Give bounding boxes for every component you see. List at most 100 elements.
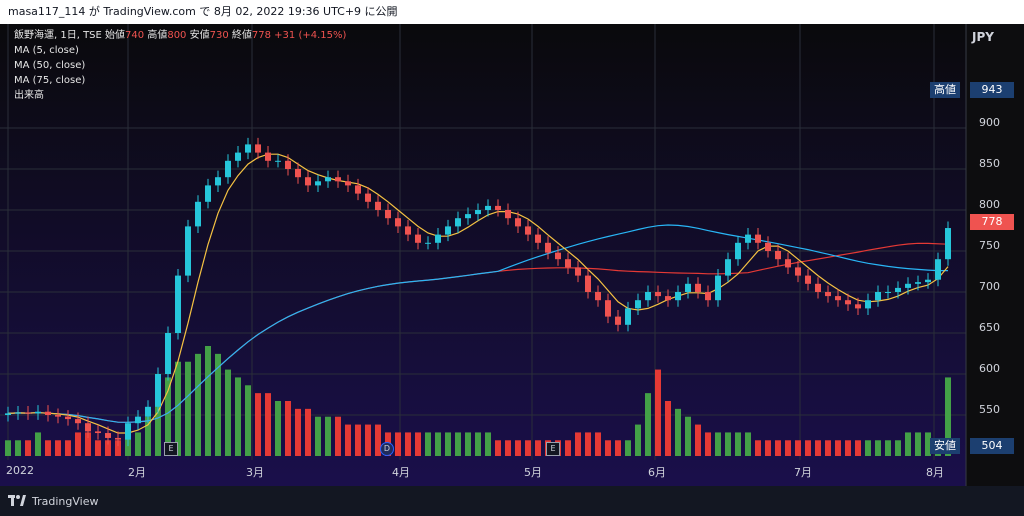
volume-bar: [875, 440, 881, 456]
volume-bar: [795, 440, 801, 456]
volume-bar: [775, 440, 781, 456]
candle-body: [365, 193, 371, 202]
volume-bar: [265, 393, 271, 456]
high-tag-label: 高値: [930, 82, 960, 98]
candle-body: [325, 177, 331, 182]
volume-bar: [335, 416, 341, 456]
candle-body: [895, 287, 901, 292]
candle-body: [825, 292, 831, 297]
candle-body: [545, 242, 551, 253]
volume-bar: [205, 346, 211, 456]
y-tick-800: 800: [979, 198, 1000, 211]
candle-body: [675, 292, 681, 301]
high-label: 高値: [147, 30, 168, 41]
ma5-legend[interactable]: MA (5, close): [14, 45, 79, 56]
candle-body: [305, 177, 311, 186]
y-tick-850: 850: [979, 157, 1000, 170]
volume-bar: [425, 432, 431, 456]
candle-body: [735, 242, 741, 260]
last-price-tag: 778: [970, 214, 1014, 230]
ma50-legend[interactable]: MA (50, close): [14, 60, 86, 71]
publish-header: masa117_114 が TradingView.com で 8月 02, 2…: [0, 0, 1024, 24]
volume-bar: [135, 432, 141, 456]
candle-body: [525, 226, 531, 235]
candle-body: [705, 292, 711, 301]
volume-legend[interactable]: 出来高: [14, 90, 44, 101]
volume-bar: [805, 440, 811, 456]
candle-body: [585, 275, 591, 292]
volume-bar: [455, 432, 461, 456]
earnings-event-icon-2[interactable]: E: [546, 442, 560, 456]
volume-bar: [75, 432, 81, 456]
candle-body: [235, 152, 241, 161]
candle-body: [385, 210, 391, 219]
volume-bar: [755, 440, 761, 456]
volume-bar: [215, 353, 221, 456]
candle-body: [885, 292, 891, 293]
chart-area[interactable]: 飯野海運, 1日, TSE 始値740 高値800 安値730 終値778 +3…: [0, 24, 1024, 486]
candle-body: [215, 177, 221, 186]
volume-bar: [845, 440, 851, 456]
volume-bar: [255, 393, 261, 456]
candle-body: [745, 234, 751, 243]
candle-body: [185, 226, 191, 276]
candle-body: [145, 406, 151, 417]
publish-header-text: masa117_114 が TradingView.com で 8月 02, 2…: [8, 5, 398, 18]
low-tag-value: 504: [970, 438, 1014, 454]
legend: 飯野海運, 1日, TSE 始値740 高値800 安値730 終値778 +3…: [14, 28, 346, 103]
candle-body: [75, 419, 81, 424]
volume-bar: [445, 432, 451, 456]
dividend-event-icon[interactable]: D: [380, 442, 394, 456]
candle-body: [135, 416, 141, 424]
tradingview-logo[interactable]: TradingView: [8, 494, 98, 508]
volume-bar: [815, 440, 821, 456]
candle-body: [515, 218, 521, 227]
candle-body: [555, 252, 561, 260]
candlesticks: [5, 137, 951, 447]
volume-bar: [235, 377, 241, 456]
volume-bar: [395, 432, 401, 456]
candle-body: [285, 160, 291, 169]
x-tick-may: 5月: [524, 466, 542, 479]
candle-body: [5, 413, 11, 415]
earnings-event-icon[interactable]: E: [164, 442, 178, 456]
candle-body: [765, 242, 771, 251]
volume-bar: [15, 440, 21, 456]
candle-body: [225, 160, 231, 178]
volume-bar: [675, 408, 681, 456]
candle-body: [125, 423, 131, 440]
candle-body: [945, 228, 951, 260]
candle-body: [255, 144, 261, 153]
chart-svg[interactable]: [0, 24, 1024, 486]
candle-body: [155, 374, 161, 407]
volume-bar: [115, 440, 121, 456]
footer: TradingView: [0, 486, 1024, 516]
volume-bar: [785, 440, 791, 456]
y-tick-700: 700: [979, 280, 1000, 293]
volume-bar: [155, 393, 161, 456]
volume-bar: [655, 369, 661, 456]
high-value: 800: [167, 30, 187, 41]
volume-bar: [175, 361, 181, 456]
volume-bar: [825, 440, 831, 456]
candle-body: [915, 282, 921, 284]
volume-bar: [295, 408, 301, 456]
candle-body: [165, 333, 171, 374]
candle-body: [395, 218, 401, 227]
volume-bar: [365, 424, 371, 456]
volume-bar: [285, 401, 291, 456]
candle-body: [595, 292, 601, 301]
candle-body: [105, 433, 111, 438]
candle-body: [875, 292, 881, 301]
volume-bar: [895, 440, 901, 456]
ma75-legend[interactable]: MA (75, close): [14, 75, 86, 86]
candle-body: [245, 144, 251, 153]
x-tick-2022: 2022: [6, 464, 34, 477]
volume-bar: [105, 440, 111, 456]
volume-bar: [525, 440, 531, 456]
volume-bar: [595, 432, 601, 456]
y-tick-550: 550: [979, 403, 1000, 416]
candle-body: [925, 279, 931, 283]
volume-bar: [645, 393, 651, 456]
